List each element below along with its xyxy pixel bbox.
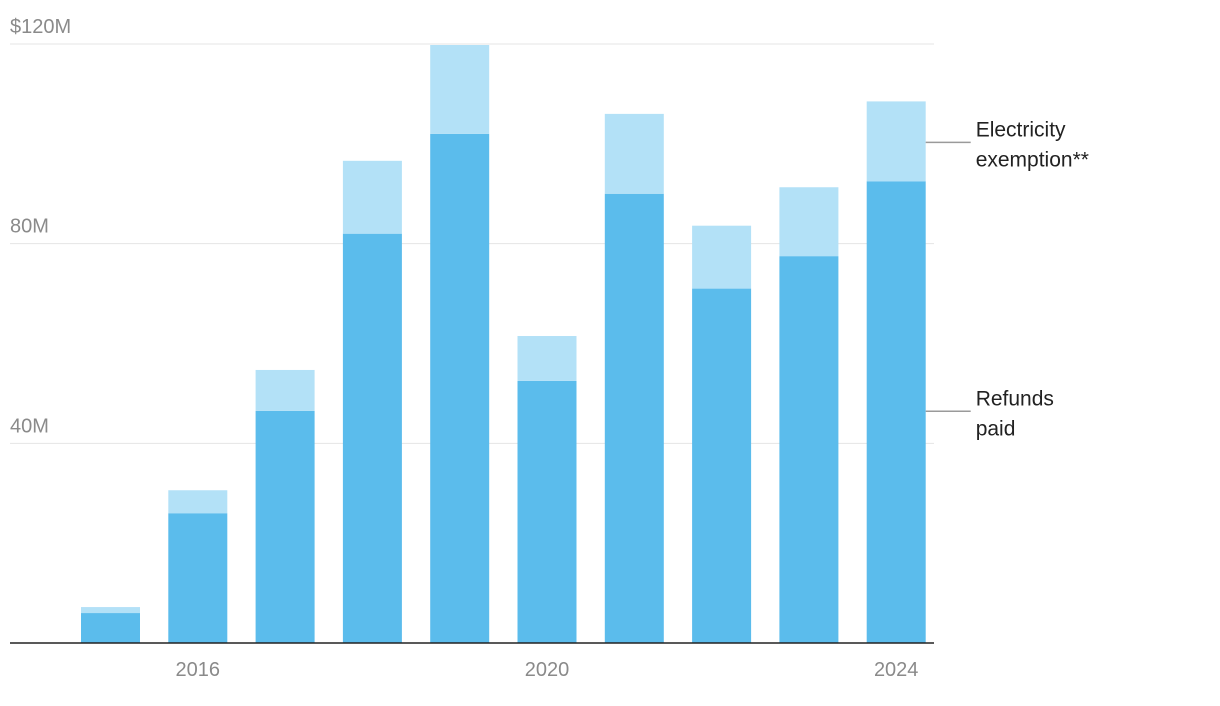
bar-refunds-paid — [430, 133, 490, 643]
x-tick-label: 2024 — [874, 659, 919, 681]
bar-electricity-exemption — [517, 336, 577, 381]
bar-refunds-paid — [517, 380, 577, 643]
bar-electricity-exemption — [430, 45, 490, 134]
legend-label: Electricity — [976, 118, 1066, 141]
bar-electricity-exemption — [692, 225, 752, 289]
bar-refunds-paid — [81, 613, 140, 643]
bar-electricity-exemption — [255, 369, 315, 411]
bar-electricity-exemption — [604, 113, 664, 194]
y-axis-tick-labels: 40M 80M $120M — [10, 16, 71, 437]
y-tick-label: 80M — [10, 216, 49, 238]
bar-refunds-paid — [604, 193, 664, 643]
bar-electricity-exemption — [779, 187, 839, 257]
bars — [81, 45, 926, 643]
bar-refunds-paid — [168, 513, 228, 643]
x-axis-tick-labels: 2016 2020 2024 — [176, 659, 919, 681]
legend: Electricity exemption** Refunds paid — [925, 118, 1089, 440]
bar-electricity-exemption — [342, 160, 402, 234]
bar-electricity-exemption — [168, 490, 228, 514]
bar-refunds-paid — [692, 288, 752, 643]
bar-refunds-paid — [779, 256, 839, 643]
bar-refunds-paid — [255, 410, 315, 643]
bar-refunds-paid — [866, 181, 926, 643]
x-tick-label: 2016 — [176, 659, 221, 681]
y-tick-label: 40M — [10, 415, 49, 437]
y-tick-label: $120M — [10, 16, 71, 38]
bar-electricity-exemption — [81, 607, 140, 614]
legend-label: exemption** — [976, 148, 1089, 171]
legend-label: Refunds — [976, 387, 1054, 410]
legend-label: paid — [976, 417, 1016, 440]
bar-refunds-paid — [342, 233, 402, 643]
x-tick-label: 2020 — [525, 659, 570, 681]
bar-electricity-exemption — [866, 101, 926, 182]
